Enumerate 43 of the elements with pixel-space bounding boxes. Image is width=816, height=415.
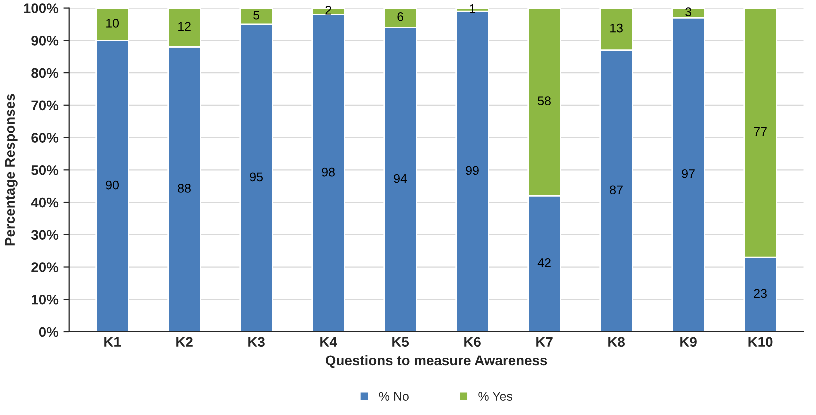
data-label: 42 [538, 258, 551, 268]
x-tick-label: K5 [392, 337, 410, 348]
y-tick-label: 50% [32, 165, 59, 176]
y-tick-label: 10% [32, 294, 59, 305]
data-label: 6 [398, 12, 404, 22]
data-label: 95 [250, 172, 263, 182]
x-tick-label: K6 [464, 337, 481, 348]
data-label: 10 [106, 18, 120, 28]
y-tick-label: 0% [39, 327, 59, 338]
x-tick-label: K8 [608, 337, 626, 348]
x-tick-label: K7 [536, 337, 553, 347]
y-tick-label: 20% [32, 262, 59, 272]
legend-label: % Yes [478, 392, 513, 401]
data-label: 23 [754, 289, 767, 298]
data-label: 3 [686, 8, 692, 17]
x-axis-title: Questions to measure Awareness [326, 355, 548, 368]
x-tick-label: K3 [248, 337, 265, 348]
data-label: 5 [254, 11, 260, 20]
data-label: 58 [538, 96, 551, 106]
legend-label: % No [379, 392, 409, 401]
data-label: 77 [754, 128, 767, 136]
y-tick-label: 60% [32, 133, 59, 143]
data-label: 99 [466, 166, 479, 176]
data-label: 87 [610, 186, 623, 195]
data-label: 94 [394, 174, 408, 184]
x-tick-label: K9 [680, 337, 697, 348]
y-axis-title: Percentage Responses [5, 94, 18, 246]
y-tick-label: 70% [32, 100, 59, 111]
data-label: 88 [178, 184, 191, 193]
y-tick-label: 100% [24, 4, 59, 14]
y-tick-label: 90% [32, 36, 59, 46]
x-tick-label: K2 [176, 337, 193, 347]
y-tick-label: 80% [32, 68, 59, 78]
x-tick-label: K10 [748, 337, 773, 348]
x-tick-label: K1 [104, 337, 122, 347]
x-tick-label: K4 [320, 337, 338, 347]
data-label: 90 [106, 180, 120, 190]
data-label: 12 [178, 22, 191, 31]
y-tick-label: 40% [31, 198, 59, 208]
data-label: 98 [322, 168, 335, 177]
y-tick-label: 30% [31, 230, 59, 240]
data-label: 13 [610, 24, 623, 33]
data-label: 97 [682, 170, 695, 178]
